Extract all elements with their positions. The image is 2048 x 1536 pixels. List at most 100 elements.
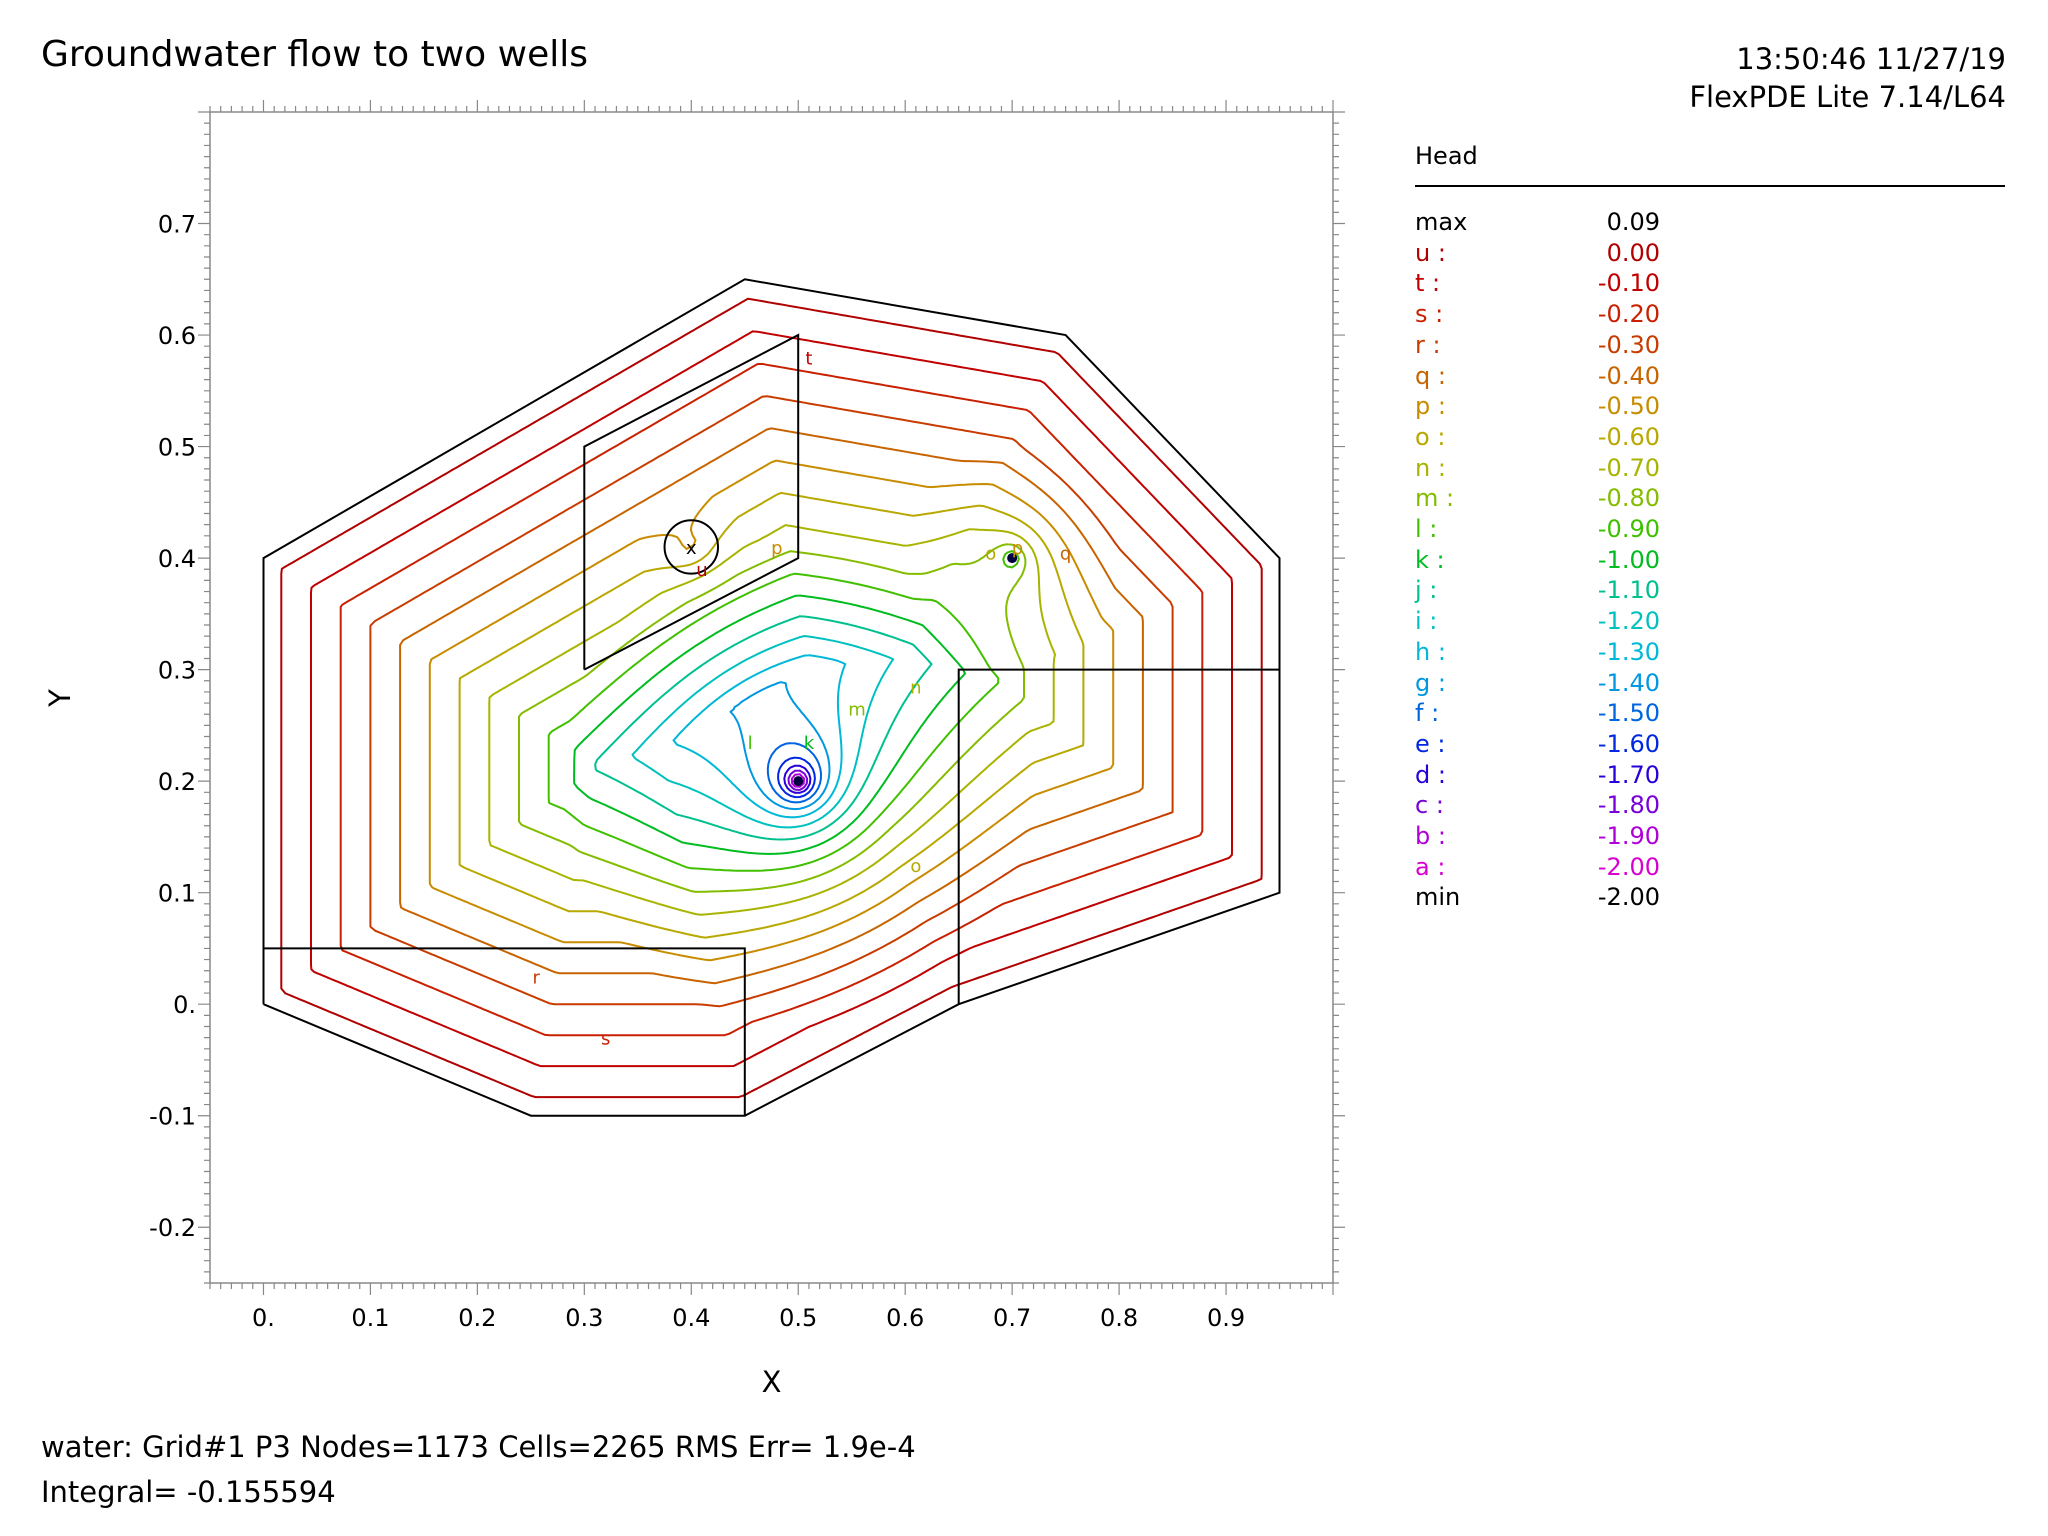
plot-frame <box>209 111 1334 1284</box>
legend-entry-value: -0.80 <box>1597 484 1660 513</box>
legend-entry-label: t : <box>1415 269 1441 298</box>
y-tick-label: 0.1 <box>158 880 196 908</box>
legend-entry-label: h : <box>1415 637 1446 666</box>
contour-label: k <box>804 733 815 754</box>
contour-line <box>777 756 816 799</box>
y-tick-label: 0. <box>173 991 196 1019</box>
contour-line <box>790 773 806 788</box>
legend-entry-label: f : <box>1415 699 1440 728</box>
contour-line <box>339 362 1204 1037</box>
legend-entry: s : -0.20 <box>1415 300 1660 330</box>
well-point <box>1007 553 1018 564</box>
legend-entry-label: e : <box>1415 729 1446 758</box>
contour-label: s <box>601 1029 610 1050</box>
legend-entry-label: q : <box>1415 361 1446 390</box>
tick-marks <box>198 100 1345 1295</box>
legend-entry-value: -1.70 <box>1597 760 1660 789</box>
y-tick-label: 0.3 <box>158 657 196 685</box>
legend-entry-value: 0.09 <box>1606 208 1660 236</box>
legend-entry-value: -0.30 <box>1597 330 1660 359</box>
legend-entry-label: s : <box>1415 300 1444 329</box>
legend-entry-label: u : <box>1415 238 1446 267</box>
legend-entry-label: i : <box>1415 607 1438 636</box>
contour-label: t <box>805 348 812 369</box>
legend-entry-value: -0.90 <box>1597 515 1660 543</box>
contour-label: o <box>985 544 996 565</box>
legend-entry-label: d : <box>1415 760 1446 789</box>
legend-entry: t : -0.10 <box>1415 269 1660 299</box>
legend-entry-label: n : <box>1415 453 1446 482</box>
contour-line <box>594 615 933 841</box>
legend-entry: c : -1.80 <box>1415 791 1660 821</box>
legend-entry: f : -1.50 <box>1415 699 1660 729</box>
x-tick-label: 0.6 <box>886 1304 924 1332</box>
legend-entry: m : -0.80 <box>1415 484 1660 514</box>
x-tick-label: 0.9 <box>1207 1304 1245 1332</box>
legend-entry: d : -1.70 <box>1415 761 1660 791</box>
legend-entry: min -2.00 <box>1415 883 1660 913</box>
contour-label: p <box>1012 538 1023 559</box>
legend-entry: e : -1.60 <box>1415 730 1660 760</box>
contour-label: u <box>696 560 707 581</box>
legend-title: Head <box>1415 142 1478 170</box>
legend-entry-value: -2.00 <box>1597 852 1660 881</box>
legend-entry: g : -1.40 <box>1415 669 1660 699</box>
legend-entry-value: -0.70 <box>1597 453 1660 482</box>
legend-entry-value: -1.50 <box>1597 699 1660 728</box>
contour-line <box>488 524 1056 916</box>
well-point <box>793 776 804 787</box>
legend-divider <box>1415 185 2005 187</box>
y-axis-label: Y <box>43 689 77 708</box>
legend-entry-value: -1.10 <box>1597 576 1660 605</box>
contour-label: l <box>748 733 753 754</box>
legend-entry-label: c : <box>1415 791 1444 820</box>
legend-entry-label: l : <box>1415 515 1438 543</box>
contour-label: n <box>910 677 921 698</box>
legend-entry-value: -0.40 <box>1597 361 1660 390</box>
timestamp: 13:50:46 11/27/19 <box>1736 42 2006 76</box>
legend-entry: o : -0.60 <box>1415 423 1660 453</box>
y-tick-label: -0.1 <box>149 1103 196 1131</box>
contour-label: q <box>1060 544 1071 565</box>
x-tick-label: 0.4 <box>672 1304 710 1332</box>
x-tick-label: 0.3 <box>565 1304 603 1332</box>
plot-border <box>209 111 1334 1284</box>
contour-line <box>573 594 967 855</box>
contour-label: m <box>848 700 866 721</box>
legend-entry-value: 0.00 <box>1606 238 1660 267</box>
axis-ticks <box>198 100 1345 1295</box>
y-tick-label: 0.5 <box>158 434 196 462</box>
legend-entry-value: -0.60 <box>1597 422 1660 451</box>
domain-boundary <box>262 278 1281 1117</box>
x-tick-label: 0.2 <box>458 1304 496 1332</box>
contour-label: o <box>910 856 921 877</box>
grid-info: water: Grid#1 P3 Nodes=1173 Cells=2265 R… <box>41 1430 916 1464</box>
region-boundary <box>957 668 1280 1005</box>
legend-entry: max 0.09 <box>1415 208 1660 238</box>
legend-entry: n : -0.70 <box>1415 454 1660 484</box>
legend-entry: b : -1.90 <box>1415 822 1660 852</box>
contour-line <box>672 654 847 819</box>
legend-entry-label: k : <box>1415 545 1445 574</box>
legend-entry-label: g : <box>1415 668 1446 697</box>
contour-label: p <box>771 538 782 559</box>
legend-entry-label: b : <box>1415 822 1446 850</box>
legend-entry-value: -1.90 <box>1597 822 1660 850</box>
legend-entry-label: min <box>1415 883 1461 912</box>
domain-outline <box>262 278 1281 1117</box>
legend-entry: p : -0.50 <box>1415 392 1660 422</box>
x-tick-label: 0.7 <box>993 1304 1031 1332</box>
legend-entry: l : -0.90 <box>1415 515 1660 545</box>
legend-entry-label: o : <box>1415 422 1446 451</box>
contour-line <box>310 330 1233 1068</box>
contour-line <box>783 764 812 794</box>
contour-line <box>428 459 1115 962</box>
legend-entry-value: -2.00 <box>1597 883 1660 912</box>
contour-line <box>766 742 822 804</box>
y-tick-label: 0.4 <box>158 545 196 573</box>
legend-entry: k : -1.00 <box>1415 546 1660 576</box>
legend-entry-label: p : <box>1415 392 1446 421</box>
region-boundary <box>583 333 800 671</box>
chart-title: Groundwater flow to two wells <box>41 34 588 75</box>
legend-entry-value: -1.80 <box>1597 791 1660 820</box>
